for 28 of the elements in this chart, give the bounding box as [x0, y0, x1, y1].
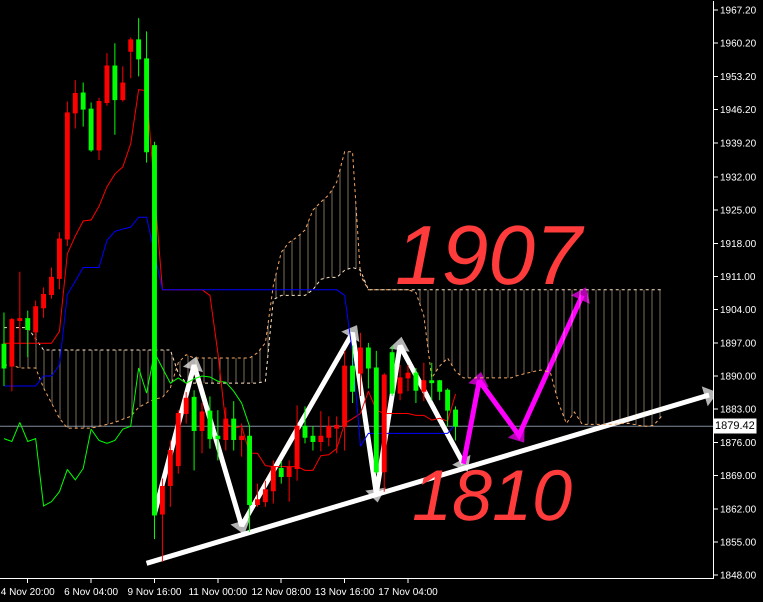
x-tick-label: 12 Nov 08:00 [251, 587, 312, 598]
y-tick-label: 1967.20 [720, 6, 757, 17]
x-tick-label: 17 Nov 04:00 [378, 587, 438, 598]
y-tick-label: 1869.00 [720, 471, 757, 482]
y-tick-label: 1890.00 [720, 372, 757, 383]
y-tick-label: 1862.00 [720, 504, 757, 516]
y-tick-label: 1918.00 [720, 238, 757, 250]
y-tick-label: 1953.20 [720, 72, 757, 83]
x-tick-label: 4 Nov 20:00 [0, 587, 56, 598]
annotation: 1810 [412, 456, 572, 536]
x-tick-label: 9 Nov 16:00 [128, 587, 182, 598]
y-tick-label: 1883.00 [720, 404, 757, 416]
x-tick-label: 13 Nov 16:00 [314, 587, 375, 598]
y-tick-label: 1932.00 [720, 172, 757, 184]
y-tick-label: 1946.20 [720, 105, 757, 116]
y-tick-label: 1939.20 [720, 138, 757, 150]
y-tick-label: 1848.00 [720, 570, 757, 582]
y-tick-label: 1960.20 [720, 38, 757, 50]
y-tick-label: 1925.00 [720, 206, 757, 217]
y-tick-label: 1911.00 [720, 272, 756, 283]
x-tick-label: 11 Nov 00:00 [188, 587, 248, 598]
ref-line-label: 1879.42 [715, 420, 755, 432]
y-tick-label: 1897.00 [720, 338, 757, 350]
y-tick-label: 1904.00 [720, 305, 757, 316]
y-tick-label: 1876.00 [720, 438, 757, 449]
y-tick-label: 1855.00 [720, 537, 757, 548]
annotation: 1907 [395, 208, 586, 302]
x-tick-label: 6 Nov 04:00 [64, 587, 119, 598]
